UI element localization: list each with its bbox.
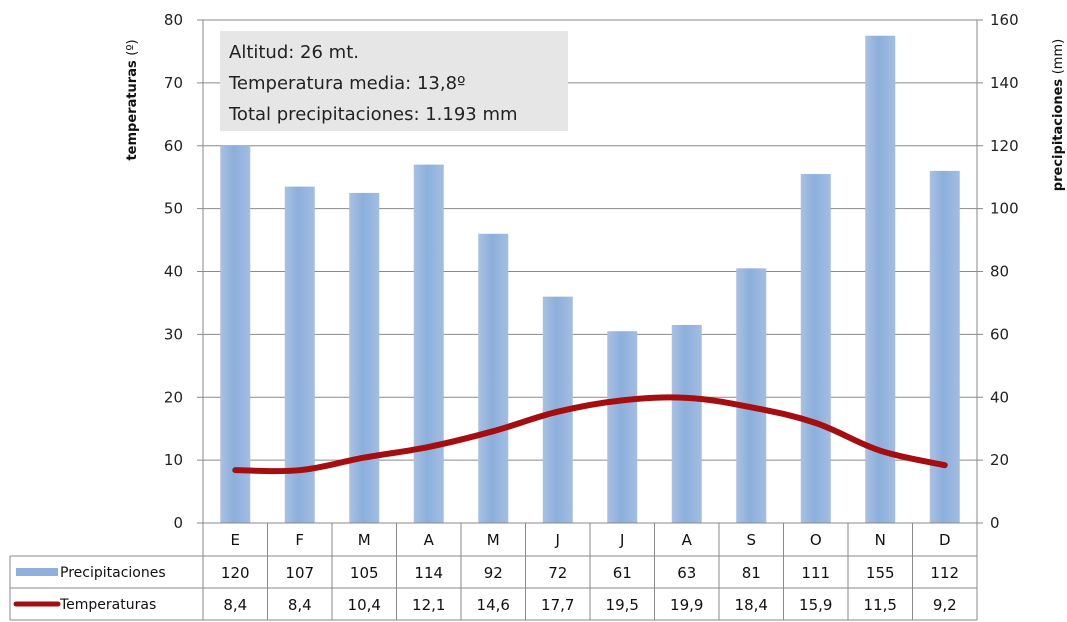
left-axis-tick-label: 20 bbox=[164, 388, 183, 406]
temperature-point bbox=[234, 469, 236, 471]
right-axis-title-unit: (mm) bbox=[1051, 39, 1066, 74]
left-axis-tick-label: 70 bbox=[164, 74, 183, 92]
data-label: 72 bbox=[548, 564, 567, 582]
precipitation-bar bbox=[607, 331, 638, 523]
data-label: 92 bbox=[484, 564, 503, 582]
data-label: 18,4 bbox=[735, 596, 768, 614]
category-label: N bbox=[875, 531, 886, 549]
data-label: 112 bbox=[930, 564, 959, 582]
left-axis-tick-label: 60 bbox=[164, 137, 183, 155]
data-label: 14,6 bbox=[477, 596, 510, 614]
right-axis-title: precipitaciones (mm) bbox=[1051, 39, 1066, 191]
temperature-point bbox=[363, 457, 365, 459]
right-axis-tick-label: 160 bbox=[990, 11, 1019, 29]
temperature-point bbox=[750, 406, 752, 408]
left-axis-tick-label: 50 bbox=[164, 200, 183, 218]
info-mean-temperature: Temperatura media: 13,8º bbox=[228, 73, 466, 94]
category-label: F bbox=[295, 531, 304, 549]
legend-label: Precipitaciones bbox=[60, 565, 166, 581]
data-label: 19,5 bbox=[606, 596, 639, 614]
category-label: J bbox=[555, 531, 560, 549]
data-label: 17,7 bbox=[541, 596, 574, 614]
precipitation-bar bbox=[865, 35, 896, 523]
left-axis-tick-label: 80 bbox=[164, 11, 183, 29]
temperature-point bbox=[815, 422, 817, 424]
category-label: O bbox=[810, 531, 822, 549]
data-label: 9,2 bbox=[933, 596, 957, 614]
right-axis-tick-label: 40 bbox=[990, 388, 1009, 406]
data-label: 114 bbox=[414, 564, 443, 582]
axis-ticks: 0 10 20 30 40 50 60 70 80 0 20 40 60 80 100 120 140 160 bbox=[164, 11, 1019, 532]
left-axis-title: temperaturas (º) bbox=[125, 39, 140, 160]
category-label: A bbox=[424, 531, 435, 549]
temperature-point bbox=[944, 464, 946, 466]
right-axis-tick-label: 120 bbox=[990, 137, 1019, 155]
category-label: D bbox=[939, 531, 951, 549]
data-label: 10,4 bbox=[348, 596, 381, 614]
right-axis-tick-label: 100 bbox=[990, 200, 1019, 218]
data-label: 63 bbox=[677, 564, 696, 582]
precipitation-bar bbox=[736, 268, 767, 523]
right-axis-tick-label: 0 bbox=[990, 514, 1000, 532]
info-total-precipitation: Total precipitaciones: 1.193 mm bbox=[228, 104, 518, 125]
category-label: M bbox=[487, 531, 500, 549]
data-label: 81 bbox=[742, 564, 761, 582]
temperature-line-layer bbox=[232, 394, 948, 475]
right-axis-tick-label: 80 bbox=[990, 263, 1009, 281]
precipitation-bar bbox=[671, 324, 702, 523]
right-axis-tick-label: 20 bbox=[990, 451, 1009, 469]
precipitation-bar bbox=[929, 170, 960, 523]
temperature-point bbox=[686, 397, 688, 399]
legend-key-precipitation bbox=[16, 568, 58, 576]
temperature-point bbox=[557, 411, 559, 413]
right-axis-tick-label: 60 bbox=[990, 325, 1009, 343]
data-table: E F M A M J J A S O N D Precipitaciones 120 107 105 114 9… bbox=[9, 522, 978, 621]
precipitation-bar bbox=[220, 145, 251, 523]
data-label: 105 bbox=[350, 564, 379, 582]
precipitation-bars bbox=[220, 35, 960, 524]
data-label: 15,9 bbox=[799, 596, 832, 614]
temperature-point bbox=[621, 399, 623, 401]
category-label: S bbox=[746, 531, 756, 549]
category-label: M bbox=[358, 531, 371, 549]
precipitation-bar bbox=[349, 192, 380, 523]
data-label: 111 bbox=[801, 564, 830, 582]
category-label: J bbox=[619, 531, 624, 549]
temperature-point bbox=[879, 450, 881, 452]
data-label: 107 bbox=[285, 564, 314, 582]
category-label: A bbox=[682, 531, 693, 549]
left-axis-tick-label: 0 bbox=[173, 514, 183, 532]
left-axis-title-label: temperaturas bbox=[125, 60, 140, 161]
data-label: 155 bbox=[866, 564, 895, 582]
temperature-point bbox=[428, 446, 430, 448]
info-box-background bbox=[220, 31, 568, 131]
info-box: Altitud: 26 mt. Temperatura media: 13,8º… bbox=[220, 31, 568, 131]
legend-label: Temperaturas bbox=[59, 597, 156, 613]
temperature-line bbox=[232, 394, 948, 475]
data-label: 11,5 bbox=[864, 596, 897, 614]
temperature-point bbox=[299, 469, 301, 471]
left-axis-tick-label: 30 bbox=[164, 325, 183, 343]
precipitation-bar bbox=[800, 174, 831, 523]
left-axis-title-unit: (º) bbox=[125, 39, 140, 55]
data-label: 61 bbox=[613, 564, 632, 582]
precipitation-bar bbox=[413, 164, 444, 524]
data-label: 120 bbox=[221, 564, 250, 582]
right-axis-tick-label: 140 bbox=[990, 74, 1019, 92]
category-label: E bbox=[231, 531, 240, 549]
left-axis-tick-label: 40 bbox=[164, 263, 183, 281]
left-axis-tick-label: 10 bbox=[164, 451, 183, 469]
data-label: 8,4 bbox=[288, 596, 312, 614]
info-altitude: Altitud: 26 mt. bbox=[229, 42, 359, 63]
gridlines bbox=[197, 19, 983, 524]
precipitation-bar bbox=[478, 233, 509, 523]
data-label: 19,9 bbox=[670, 596, 703, 614]
temperature-point bbox=[492, 430, 494, 432]
data-label: 8,4 bbox=[223, 596, 247, 614]
data-label: 12,1 bbox=[412, 596, 445, 614]
right-axis-title-label: precipitaciones bbox=[1051, 79, 1066, 192]
